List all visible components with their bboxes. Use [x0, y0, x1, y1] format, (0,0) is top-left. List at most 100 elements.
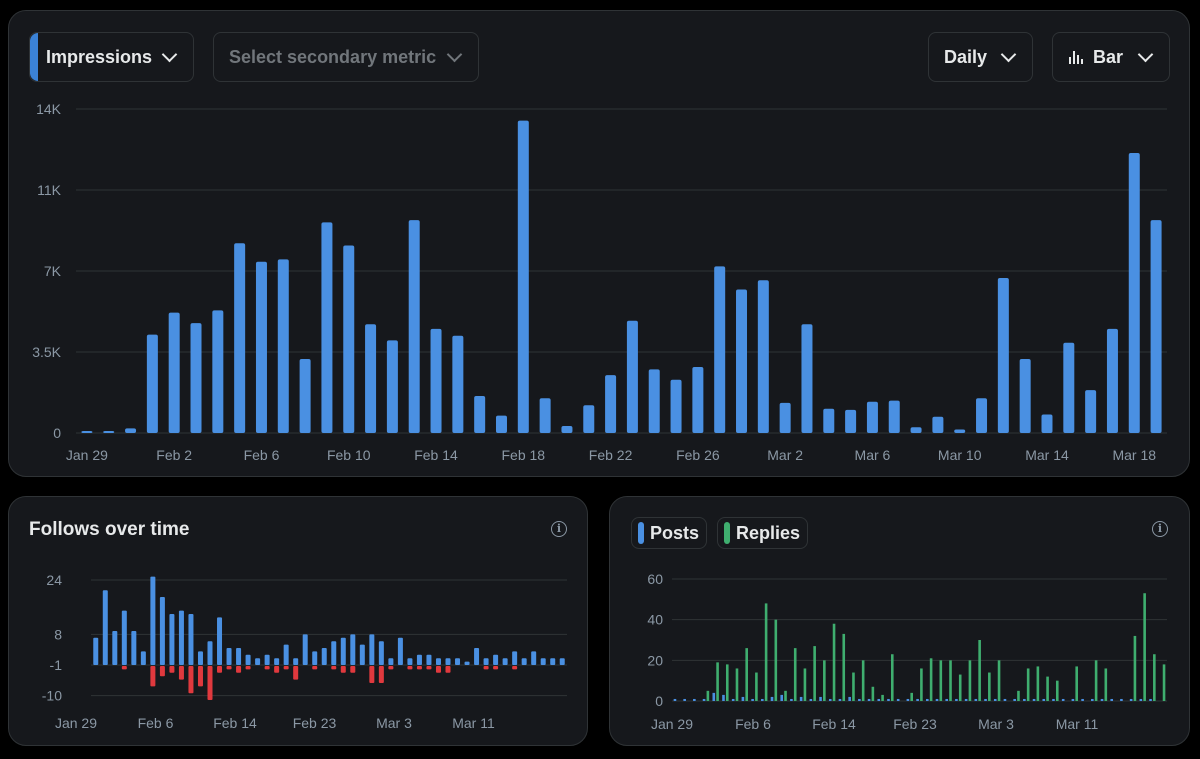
chart-type-dropdown[interactable]: Bar	[1052, 32, 1170, 82]
posts-bar	[1139, 698, 1143, 701]
unfollows-bar	[445, 666, 451, 673]
granularity-dropdown[interactable]: Daily	[928, 32, 1033, 82]
unfollows-bar	[435, 666, 441, 673]
unfollows-bar	[274, 666, 280, 673]
unfollows-bar	[197, 666, 203, 687]
replies-bar	[813, 646, 816, 701]
y-tick-label: 7K	[44, 263, 62, 279]
x-tick-label: Feb 22	[589, 447, 633, 463]
posts-bar	[770, 696, 774, 701]
x-tick-label: Mar 11	[1056, 716, 1099, 732]
posts-bar	[809, 698, 813, 701]
unfollows-bar	[378, 666, 384, 683]
unfollows-bar	[245, 666, 251, 670]
follows-bar	[159, 597, 165, 665]
replies-bar	[1133, 635, 1137, 701]
unfollows-bar	[369, 666, 375, 683]
follows-bar	[131, 631, 137, 665]
follows-bar	[435, 658, 441, 665]
replies-bar	[1055, 680, 1059, 701]
x-tick-label: Feb 23	[293, 715, 337, 731]
y-tick-label: 14K	[36, 101, 62, 117]
posts-bar	[1052, 698, 1055, 701]
impressions-bar	[1150, 220, 1162, 433]
impressions-bar	[212, 310, 224, 433]
replies-bar	[988, 672, 991, 701]
impressions-bar	[408, 220, 420, 433]
replies-bar	[823, 660, 826, 701]
impressions-bar	[1106, 328, 1118, 433]
posts-bar	[1061, 698, 1065, 701]
legend-replies-toggle[interactable]: Replies	[717, 517, 809, 549]
posts-replies-card: Posts Replies i 60 40 20 0 Jan 29 Feb 6 Feb 14…	[609, 496, 1190, 746]
impressions-bar	[648, 369, 660, 433]
follows-title: Follows over time	[29, 519, 190, 540]
impressions-bar	[365, 324, 377, 433]
unfollows-bar	[121, 666, 127, 670]
x-tick-label: Feb 14	[414, 447, 458, 463]
posts-bar	[751, 698, 754, 701]
impressions-bar	[125, 428, 137, 433]
posts-bar	[741, 696, 745, 701]
impressions-bar	[736, 289, 748, 433]
posts-bar	[780, 694, 784, 701]
impressions-bar	[561, 426, 573, 433]
primary-metric-dropdown[interactable]: Impressions	[29, 32, 194, 82]
replies-bar	[968, 660, 972, 701]
follows-bar	[321, 648, 327, 665]
impressions-bar	[1019, 358, 1031, 433]
replies-bar	[735, 668, 739, 701]
follows-bar	[102, 590, 108, 665]
x-tick-label: Jan 29	[66, 447, 108, 463]
posts-bar	[1032, 698, 1036, 701]
replies-bar	[764, 603, 768, 701]
posts-bar	[761, 698, 764, 701]
impressions-bar	[976, 398, 988, 433]
replies-bar	[803, 668, 807, 701]
impressions-bar	[1063, 342, 1075, 433]
info-icon[interactable]: i	[551, 521, 567, 537]
impressions-bar	[866, 401, 878, 433]
replies-bar	[910, 692, 913, 701]
impressions-bar	[714, 266, 726, 433]
unfollows-bar	[483, 666, 489, 670]
x-tick-label: Jan 29	[651, 716, 693, 732]
posts-bar	[1081, 698, 1084, 701]
posts-bar	[916, 698, 919, 701]
posts-bar	[1091, 698, 1094, 701]
impressions-bar	[386, 340, 398, 433]
replies-bar	[755, 672, 758, 701]
impressions-bar	[823, 408, 835, 433]
posts-bar	[993, 698, 997, 701]
posts-bar	[702, 698, 706, 701]
info-icon[interactable]: i	[1152, 521, 1168, 537]
y-tick-label: 8	[54, 626, 62, 642]
impressions-bar	[452, 335, 464, 433]
replies-bar	[890, 654, 894, 701]
posts-bar	[984, 698, 987, 701]
impressions-bar	[190, 323, 202, 433]
posts-bar	[838, 698, 842, 701]
unfollows-bar	[331, 666, 337, 670]
posts-bar	[673, 698, 677, 701]
impressions-bar	[517, 120, 529, 434]
legend-posts-toggle[interactable]: Posts	[631, 517, 708, 549]
impressions-bar	[779, 402, 791, 433]
impressions-bar	[146, 334, 158, 433]
follows-bar	[407, 658, 413, 665]
posts-bar	[1100, 698, 1104, 701]
secondary-metric-dropdown[interactable]: Select secondary metric	[213, 32, 479, 82]
impressions-bar	[321, 222, 333, 433]
x-tick-label: Mar 3	[376, 715, 412, 731]
replies-bar	[832, 623, 836, 701]
impressions-bar	[474, 395, 486, 433]
unfollows-bar	[207, 666, 213, 700]
unfollows-bar	[188, 666, 194, 694]
replies-bar	[1075, 666, 1078, 701]
posts-bar	[693, 698, 696, 701]
secondary-metric-placeholder: Select secondary metric	[229, 46, 437, 67]
posts-bar	[819, 696, 822, 701]
follows-bar	[302, 634, 308, 665]
follows-bar	[359, 644, 365, 665]
impressions-bar	[1085, 390, 1097, 433]
